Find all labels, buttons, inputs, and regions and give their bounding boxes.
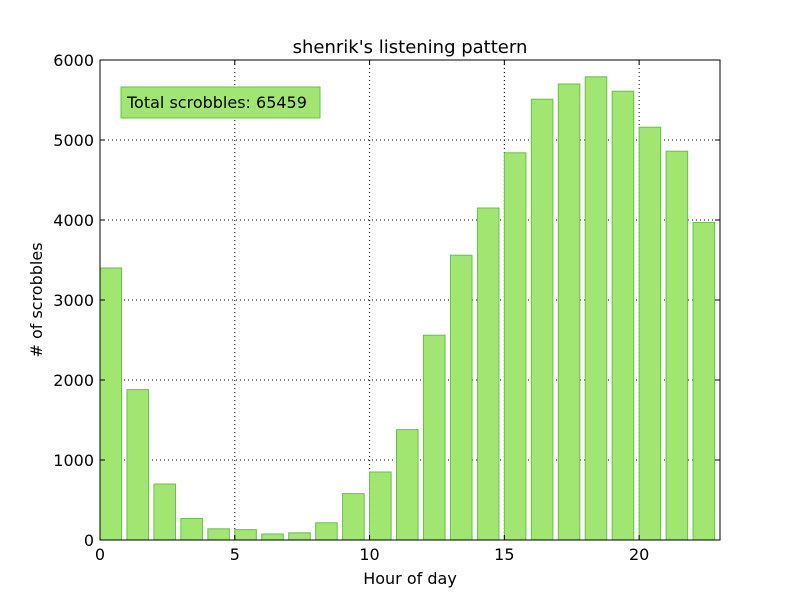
bar-hour-8 [315, 522, 338, 541]
bar-hour-3 [180, 517, 203, 541]
bar-hour-13 [449, 254, 473, 541]
bars [99, 76, 716, 541]
ticks [99, 59, 720, 541]
tick-labels: 0 5 10 15 20 0 1000 2000 3000 4000 5000 6000 [53, 51, 649, 564]
x-tick-label: 5 [230, 545, 240, 564]
annotation-text: Total scrobbles: 65459 [126, 93, 307, 112]
bar-hour-14 [476, 207, 500, 541]
x-tick-label: 20 [629, 545, 649, 564]
bar-hour-7 [288, 532, 311, 541]
x-tick-label: 15 [494, 545, 514, 564]
x-axis-label: Hour of day [363, 569, 457, 588]
y-tick-label: 3000 [53, 291, 94, 310]
y-tick-label: 5000 [53, 131, 94, 150]
x-tick-label: 10 [359, 545, 379, 564]
y-tick-label: 2000 [53, 371, 94, 390]
bar-hour-18 [584, 76, 608, 541]
bar-hour-12 [422, 334, 446, 541]
bar-hour-17 [557, 83, 581, 541]
chart-title: shenrik's listening pattern [293, 37, 528, 58]
bar-hour-0 [99, 267, 123, 541]
y-tick-label: 6000 [53, 51, 94, 70]
bar-hour-16 [530, 98, 554, 541]
bar-hour-9 [342, 493, 365, 541]
y-tick-label: 4000 [53, 211, 94, 230]
bar-hour-5 [234, 529, 257, 541]
x-tick-label: 0 [95, 545, 105, 564]
total-scrobbles-annotation: Total scrobbles: 65459 [120, 86, 321, 119]
bar-hour-4 [207, 528, 230, 541]
bar-hour-19 [611, 90, 635, 541]
bar-hour-2 [153, 483, 176, 541]
bar-hour-15 [503, 152, 527, 541]
bar-hour-11 [396, 429, 419, 541]
bar-hour-10 [369, 471, 392, 541]
bar-hour-22 [692, 221, 716, 541]
bar-hour-1 [126, 389, 150, 541]
y-tick-label: 1000 [53, 451, 94, 470]
annotation-box [120, 86, 321, 119]
y-axis-label: # of scrobbles [27, 242, 46, 357]
bar-hour-21 [665, 150, 689, 541]
bar-hour-6 [261, 533, 284, 541]
y-tick-label: 0 [84, 531, 94, 550]
bar-hour-20 [638, 126, 662, 541]
